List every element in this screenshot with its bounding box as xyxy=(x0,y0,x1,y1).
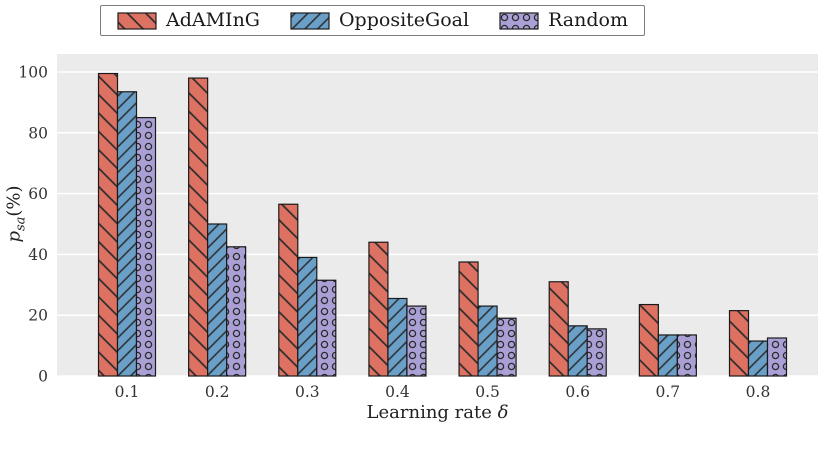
bar-OppositeGoal-0.2 xyxy=(207,223,228,377)
bar-Random-0.7 xyxy=(676,334,697,377)
y-tick-label-100: 100 xyxy=(18,64,48,82)
legend-item-oppositegoal: OppositeGoal xyxy=(290,11,469,30)
bar-AdAMInG-0.4 xyxy=(368,241,389,377)
x-tick-label-0.7: 0.7 xyxy=(656,383,681,401)
y-axis-label: psa(%) xyxy=(4,185,29,242)
bar-Random-0.3 xyxy=(316,279,337,377)
xlabel-symbol: δ xyxy=(497,402,509,423)
x-tick-label-0.2: 0.2 xyxy=(205,383,230,401)
bar-AdAMInG-0.8 xyxy=(728,310,750,377)
legend-swatch-random-icon xyxy=(499,11,539,30)
bar-OppositeGoal-0.1 xyxy=(116,91,138,377)
ylabel-subscript: sa xyxy=(13,216,29,232)
bar-OppositeGoal-0.3 xyxy=(297,256,318,377)
y-tick-label-80: 80 xyxy=(28,124,48,142)
legend-label-adaming: AdAMInG xyxy=(166,9,260,31)
bar-AdAMInG-0.7 xyxy=(638,303,659,377)
legend-item-random: Random xyxy=(499,11,628,30)
bar-AdAMInG-0.1 xyxy=(97,72,119,377)
plot-area xyxy=(57,54,818,376)
bar-AdAMInG-0.2 xyxy=(188,77,209,377)
bar-Random-0.4 xyxy=(406,305,427,377)
y-tick-label-0: 0 xyxy=(38,368,48,386)
x-axis-label: Learning rate δ xyxy=(57,402,818,423)
legend-item-adaming: AdAMInG xyxy=(117,11,260,30)
y-tick-label-60: 60 xyxy=(28,185,48,203)
bar-Random-0.2 xyxy=(226,246,247,377)
bar-OppositeGoal-0.5 xyxy=(477,305,498,377)
y-tick-label-20: 20 xyxy=(28,307,48,325)
bar-OppositeGoal-0.7 xyxy=(657,334,678,377)
bar-OppositeGoal-0.8 xyxy=(747,340,769,377)
x-tick-label-0.5: 0.5 xyxy=(475,383,500,401)
bar-Random-0.8 xyxy=(766,337,788,377)
bar-OppositeGoal-0.4 xyxy=(387,297,408,377)
bar-Random-0.6 xyxy=(586,328,607,377)
xlabel-text: Learning rate xyxy=(366,402,498,423)
legend: AdAMInG OppositeGoal Random xyxy=(100,5,645,36)
x-tick-label-0.4: 0.4 xyxy=(385,383,410,401)
plot-svg: 0 20 40 60 80 100 0.1 0.2 0.3 0.4 0.5 0.6 0.7 0.8 xyxy=(18,54,818,401)
x-tick-label-0.1: 0.1 xyxy=(115,383,140,401)
legend-swatch-adaming-icon xyxy=(117,11,157,30)
bar-Random-0.1 xyxy=(135,116,157,377)
ylabel-unit: (%) xyxy=(3,185,25,217)
bar-Random-0.5 xyxy=(496,317,517,377)
ylabel-var: p xyxy=(3,231,25,243)
y-tick-label-40: 40 xyxy=(28,246,48,264)
legend-label-random: Random xyxy=(548,9,628,31)
legend-label-oppositegoal: OppositeGoal xyxy=(338,9,470,31)
bar-AdAMInG-0.6 xyxy=(548,281,569,377)
x-tick-label-0.6: 0.6 xyxy=(565,383,590,401)
bar-OppositeGoal-0.6 xyxy=(567,325,588,377)
legend-swatch-oppositegoal-icon xyxy=(290,11,330,30)
x-tick-label-0.3: 0.3 xyxy=(295,383,320,401)
x-tick-label-0.8: 0.8 xyxy=(746,383,771,401)
bar-AdAMInG-0.3 xyxy=(278,203,299,377)
bar-AdAMInG-0.5 xyxy=(458,261,479,377)
